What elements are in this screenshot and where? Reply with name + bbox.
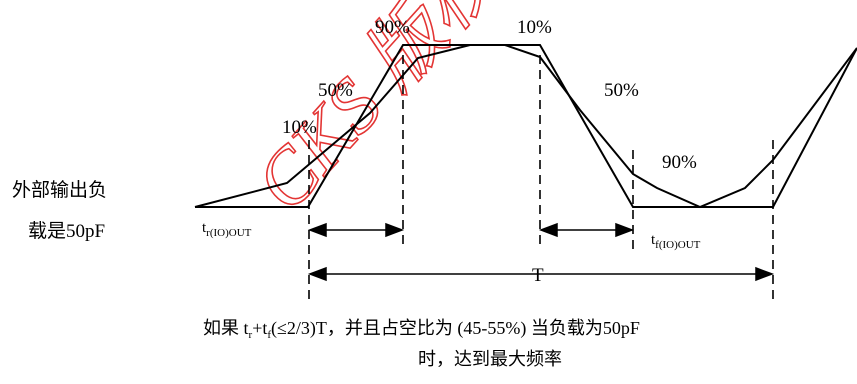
label-50pct-fall: 50% bbox=[604, 80, 639, 101]
rise-time-subscript: r(IO)OUT bbox=[206, 227, 251, 239]
period-arrowhead-left bbox=[307, 266, 327, 282]
label-50pct-rise: 50% bbox=[318, 80, 353, 101]
label-90pct-fall: 90% bbox=[662, 152, 697, 173]
actual-waveform bbox=[194, 44, 857, 209]
rise-arrowhead-left bbox=[307, 222, 327, 238]
dimension-arrows bbox=[307, 222, 775, 282]
rise-time-t: t bbox=[202, 220, 207, 236]
period-arrowhead-right bbox=[755, 266, 775, 282]
label-10pct-rise: 10% bbox=[282, 117, 317, 138]
note-sub-f: f bbox=[267, 329, 271, 341]
load-label-line1: 外部输出负 bbox=[12, 179, 107, 201]
note-plus: +t bbox=[252, 318, 267, 338]
label-90pct-rise: 90% bbox=[375, 17, 410, 38]
fall-time-subscript: f(IO)OUT bbox=[655, 239, 700, 251]
rise-arrowhead-right bbox=[385, 222, 405, 238]
note-rest: (≤2/3)T，并且占空比为 (45-55%) 当负载为50pF bbox=[271, 318, 640, 339]
note-line2: 时，达到最大频率 bbox=[418, 349, 562, 369]
note-line1: 如果 tr+tf(≤2/3)T，并且占空比为 (45-55%) 当负载为50pF bbox=[203, 318, 640, 341]
rise-time-label: tr(IO)OUT bbox=[202, 220, 252, 239]
period-label: T bbox=[532, 265, 544, 286]
fall-arrowhead-right bbox=[615, 222, 635, 238]
fall-arrowhead-left bbox=[538, 222, 558, 238]
label-10pct-fall: 10% bbox=[517, 17, 552, 38]
note-prefix: 如果 t bbox=[203, 318, 249, 338]
reference-lines bbox=[308, 55, 774, 300]
fall-time-t: t bbox=[651, 232, 656, 248]
load-label-line2: 载是50pF bbox=[28, 220, 105, 242]
fall-time-label: tf(IO)OUT bbox=[651, 232, 701, 251]
note-sub-r: r bbox=[249, 329, 253, 341]
